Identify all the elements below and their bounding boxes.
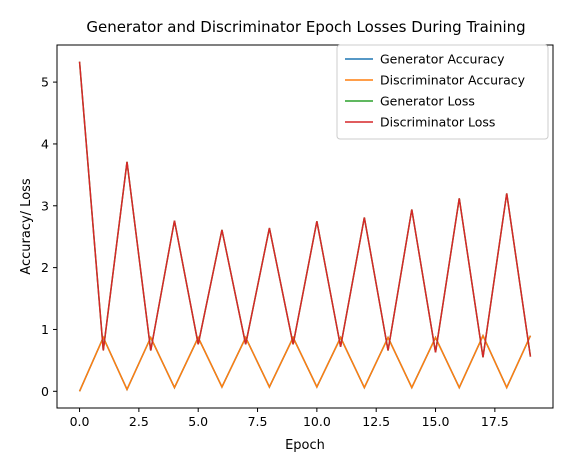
y-tick-label: 2: [41, 260, 49, 275]
y-axis-label: Accuracy/ Loss: [19, 178, 34, 275]
y-tick-label: 3: [41, 198, 49, 213]
legend-box: [336, 44, 549, 140]
x-axis: 0.0 2.5 5.0 7.5 10.0 12.5 15.0 17.5: [70, 408, 509, 429]
y-tick-label: 0: [41, 384, 49, 399]
legend-entry-label: Generator Accuracy: [380, 52, 505, 67]
x-tick-label: 5.0: [188, 414, 208, 429]
series-line-4: [78, 61, 532, 358]
x-tick-label: 0.0: [70, 414, 90, 429]
y-tick-label: 1: [41, 322, 49, 337]
y-tick-label: 4: [41, 136, 49, 151]
x-tick-label: 15.0: [422, 414, 450, 429]
x-tick-label: 10.0: [303, 414, 331, 429]
legend-entry-label: Discriminator Loss: [380, 115, 495, 130]
legend: Generator Accuracy Discriminator Accuracy…: [336, 44, 549, 140]
chart-title: Generator and Discriminator Epoch Losses…: [86, 18, 525, 36]
x-tick-label: 12.5: [362, 414, 390, 429]
x-tick-label: 2.5: [129, 414, 149, 429]
y-axis: 0 1 2 3 4 5: [41, 75, 57, 399]
y-tick-label: 5: [41, 75, 49, 90]
series-layer: [78, 61, 532, 392]
legend-entry-label: Generator Loss: [380, 94, 475, 109]
x-axis-label: Epoch: [285, 438, 325, 453]
legend-entry-label: Discriminator Accuracy: [380, 73, 526, 88]
x-tick-label: 17.5: [481, 414, 509, 429]
plot-frame: [56, 44, 554, 409]
series-line-2: [78, 333, 532, 392]
x-tick-label: 7.5: [248, 414, 268, 429]
